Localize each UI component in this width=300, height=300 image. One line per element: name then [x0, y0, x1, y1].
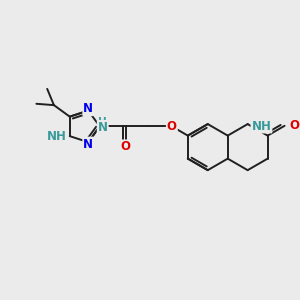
- Text: N: N: [83, 138, 93, 151]
- Text: O: O: [121, 140, 131, 153]
- Text: N: N: [83, 102, 93, 115]
- Text: H: H: [98, 117, 107, 127]
- Text: O: O: [167, 120, 177, 133]
- Text: O: O: [290, 119, 299, 132]
- Text: N: N: [98, 121, 108, 134]
- Text: NH: NH: [47, 130, 67, 142]
- Text: NH: NH: [251, 119, 272, 133]
